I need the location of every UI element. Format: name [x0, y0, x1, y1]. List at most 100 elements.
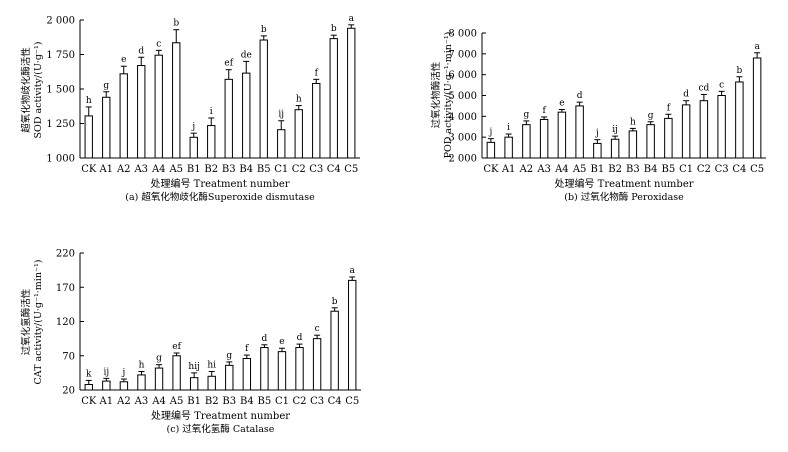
pod-category-label: A3: [536, 164, 551, 175]
sod-category-label: C1: [274, 164, 288, 175]
pod-x-axis-title: 处理编号 Treatment number: [554, 177, 693, 190]
cat-bar-C4: [330, 310, 339, 391]
sod-x-axis-title: 处理编号 Treatment number: [150, 177, 289, 190]
sod-y-tick-label: 1 500: [46, 85, 75, 96]
sod-significance-letter: d: [138, 46, 144, 56]
sod-significance-letter: ij: [278, 110, 284, 120]
pod-bar-B3: [628, 130, 638, 159]
pod-significance-letter: h: [630, 117, 636, 127]
cat-bar-A2: [119, 381, 129, 391]
cat-bar-A5: [172, 355, 181, 391]
pod-y-tick-label: 5 000: [448, 91, 477, 102]
sod-bar-B1: [189, 136, 198, 159]
cat-significance-letter: hij: [188, 362, 199, 372]
sod-category-label: CK: [81, 164, 97, 175]
pod-chart-panel: 2 000 3 000 4 000 5 000 6 000 7 000 8 000 j CK i A…: [430, 29, 766, 203]
cat-significance-letter: ef: [172, 342, 181, 352]
cat-bar-C3: [312, 338, 322, 391]
sod-bar-CK: [84, 115, 93, 159]
sod-bar-C1: [277, 129, 286, 159]
pod-y-axis-title-en: POD activity/(U·g⁻¹·min⁻¹): [443, 32, 454, 159]
pod-bar-A5: [575, 105, 584, 159]
sod-significance-letter: i: [210, 107, 213, 117]
sod-y-tick-label: 1 750: [46, 50, 75, 61]
cat-y-tick-label: 220: [56, 249, 75, 260]
sod-bar-C2: [294, 109, 303, 159]
pod-category-label: B3: [626, 164, 640, 175]
sod-y-tick-label: 1 000: [46, 154, 75, 165]
cat-significance-letter: c: [315, 324, 320, 334]
pod-significance-letter: g: [648, 111, 654, 121]
cat-bar-C2: [295, 347, 304, 391]
sod-significance-letter: h: [86, 96, 92, 106]
sod-bar-B2: [207, 125, 216, 159]
sod-bar-A2: [119, 73, 128, 159]
sod-bar-A1: [102, 96, 111, 159]
cat-significance-letter: hi: [207, 361, 216, 371]
pod-bar-C4: [735, 81, 744, 159]
sod-bar-C4: [329, 38, 338, 159]
pod-significance-letter: d: [577, 91, 583, 101]
sod-category-label: B3: [222, 164, 236, 175]
pod-category-label: A4: [554, 164, 569, 175]
sod-y-tick-label: 1 250: [46, 119, 75, 130]
sod-category-label: C3: [309, 164, 323, 175]
cat-bar-B3: [225, 364, 234, 391]
sod-category-label: C5: [344, 164, 358, 175]
sod-y-axis-title-cn: 超氧化物歧化酶活性: [20, 47, 32, 133]
sod-significance-letter: a: [349, 14, 355, 24]
cat-category-label: C4: [328, 396, 342, 407]
pod-bar-C2: [699, 100, 709, 159]
cat-category-label: A1: [99, 396, 114, 407]
sod-bar-C5: [347, 27, 356, 159]
sod-significance-letter: j: [191, 122, 195, 132]
cat-bar-C5: [348, 279, 357, 391]
pod-significance-letter: g: [523, 110, 529, 120]
cat-bar-B5: [260, 347, 269, 391]
cat-significance-letter: j: [122, 368, 126, 378]
cat-y-tick-label: 70: [62, 351, 75, 362]
pod-category-label: A2: [519, 164, 534, 175]
sod-y-axis-title-en: SOD activity/(U·g⁻¹): [33, 42, 44, 139]
pod-bar-B5: [664, 117, 673, 159]
pod-significance-letter: e: [559, 98, 564, 108]
pod-y-tick-label: 2 000: [448, 154, 477, 165]
pod-bar-C3: [717, 95, 726, 159]
sod-figure-caption: (a) 超氧化物歧化酶Superoxide dismutase: [125, 191, 315, 203]
cat-significance-letter: h: [139, 361, 145, 371]
cat-category-label: B5: [258, 396, 272, 407]
sod-significance-letter: f: [315, 68, 319, 78]
pod-bar-C1: [681, 104, 691, 159]
cat-category-label: B1: [187, 396, 201, 407]
sod-significance-letter: c: [156, 39, 161, 49]
pod-category-label: CK: [483, 164, 499, 175]
cat-significance-letter: d: [297, 333, 303, 343]
pod-bar-A1: [504, 136, 513, 159]
cat-bar-A1: [102, 380, 111, 391]
pod-significance-letter: cd: [698, 83, 709, 93]
sod-category-label: B2: [204, 164, 218, 175]
sod-significance-letter: ef: [224, 59, 233, 69]
cat-significance-letter: b: [332, 297, 338, 307]
pod-bar-C5: [752, 57, 762, 159]
pod-significance-letter: c: [719, 80, 724, 90]
sod-category-label: A2: [116, 164, 131, 175]
sod-category-label: A1: [98, 164, 113, 175]
sod-bar-B3: [224, 78, 233, 159]
cat-bar-B2: [207, 375, 216, 391]
cat-category-label: C5: [345, 396, 359, 407]
pod-significance-letter: b: [736, 66, 742, 76]
sod-category-label: A3: [133, 164, 148, 175]
pod-category-label: B2: [608, 164, 622, 175]
cat-significance-letter: d: [262, 334, 268, 344]
pod-bar-B2: [610, 138, 620, 159]
cat-bar-B4: [242, 357, 252, 391]
sod-category-label: B1: [187, 164, 201, 175]
cat-category-label: C1: [275, 396, 289, 407]
sod-category-label: A5: [168, 164, 183, 175]
cat-category-label: A4: [151, 396, 166, 407]
cat-category-label: A3: [134, 396, 149, 407]
pod-category-label: B5: [662, 164, 676, 175]
pod-significance-letter: a: [754, 42, 760, 52]
